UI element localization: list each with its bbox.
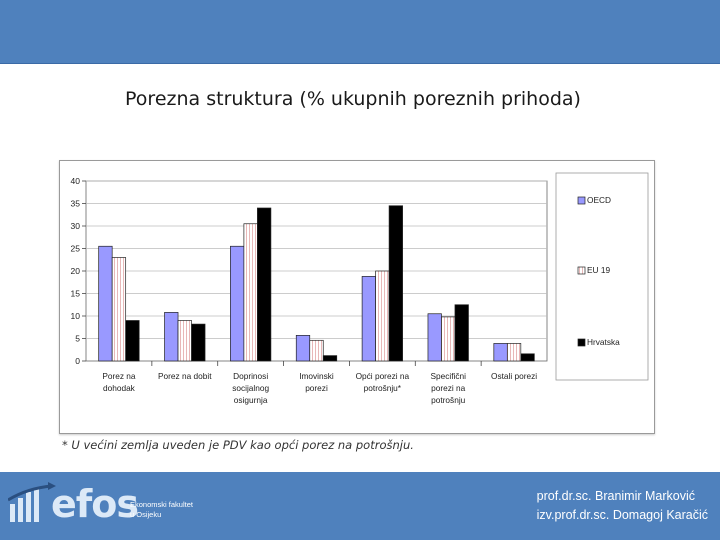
- bar-oecd: [493, 343, 508, 362]
- bar-hrvatska: [454, 304, 469, 362]
- legend-swatch-eu19: [577, 266, 586, 275]
- x-tick-label: potrošnju: [431, 395, 466, 405]
- bar-hrvatska: [388, 205, 403, 362]
- logo-wordmark: efos: [51, 482, 139, 526]
- header-band: [0, 0, 720, 64]
- author-1: prof.dr.sc. Branimir Marković: [536, 489, 696, 503]
- y-tick-label: 20: [71, 266, 81, 276]
- x-tick-label: porezi na: [431, 383, 466, 393]
- x-tick-label: Doprinosi: [233, 371, 268, 381]
- x-tick-label: socijalnog: [232, 383, 269, 393]
- x-tick-label: potrošnju*: [364, 383, 402, 393]
- x-tick-label: Ostali porezi: [491, 371, 537, 381]
- x-tick-label: Porez na dobit: [158, 371, 212, 381]
- y-tick-label: 35: [71, 199, 81, 209]
- faculty-name: Ekonomski fakultet u Osijeku: [130, 500, 193, 520]
- faculty-line-1: Ekonomski fakultet: [130, 500, 193, 509]
- legend-label-oecd: OECD: [587, 195, 611, 205]
- bar-eu19: [111, 257, 127, 362]
- bar-eu19: [309, 339, 324, 362]
- y-tick-label: 10: [71, 311, 81, 321]
- y-tick-label: 5: [75, 334, 80, 344]
- bar-oecd: [295, 335, 311, 362]
- efos-logo-icon: [8, 482, 56, 522]
- bar-hrvatska: [322, 355, 338, 362]
- bar-eu19: [441, 316, 456, 362]
- author-2: izv.prof.dr.sc. Domagoj Karačić: [536, 508, 708, 522]
- legend-box: [555, 172, 649, 381]
- bar-oecd: [164, 312, 179, 362]
- y-tick-label: 40: [71, 176, 81, 186]
- bar-eu19: [375, 270, 390, 362]
- bar-hrvatska: [520, 353, 535, 362]
- bar-eu19: [506, 343, 522, 362]
- x-tick-label: Porez na: [102, 371, 136, 381]
- y-tick-label: 15: [71, 289, 81, 299]
- legend-label-hrvatska: Hrvatska: [587, 337, 620, 347]
- x-tick-label: dohodak: [103, 383, 136, 393]
- legend-label-eu19: EU 19: [587, 265, 610, 275]
- y-tick-label: 25: [71, 244, 81, 254]
- authors: prof.dr.sc. Branimir Marković izv.prof.d…: [537, 487, 708, 525]
- legend-swatch-hrvatska: [577, 338, 586, 347]
- x-tick-label: porezi: [305, 383, 328, 393]
- legend-swatch-oecd: [577, 196, 586, 205]
- bar-oecd: [427, 313, 442, 362]
- bar-hrvatska: [125, 320, 140, 362]
- y-tick-label: 30: [71, 221, 81, 231]
- bar-hrvatska: [191, 323, 206, 362]
- footer-band: [0, 472, 720, 540]
- y-tick-label: 0: [75, 356, 80, 366]
- bar-oecd: [361, 276, 376, 362]
- bar-eu19: [177, 320, 192, 362]
- bar-oecd: [230, 245, 245, 362]
- x-tick-label: Imovinski: [299, 371, 334, 381]
- x-tick-label: Opći porezi na: [356, 371, 410, 381]
- bar-hrvatska: [257, 207, 272, 362]
- chart-footnote: * U većini zemlja uveden je PDV kao opći…: [62, 438, 414, 452]
- faculty-line-2: u Osijeku: [130, 510, 162, 519]
- x-tick-label: Specifični: [430, 371, 466, 381]
- bar-eu19: [243, 223, 258, 362]
- x-tick-label: osigurnja: [234, 395, 268, 405]
- tax-structure-chart: 0 5 10 15 20 25 30 35 40 Porez na dohodak Porez na …: [71, 172, 649, 405]
- bar-oecd: [98, 245, 113, 362]
- slide-title: Porezna struktura (% ukupnih poreznih pr…: [125, 88, 581, 110]
